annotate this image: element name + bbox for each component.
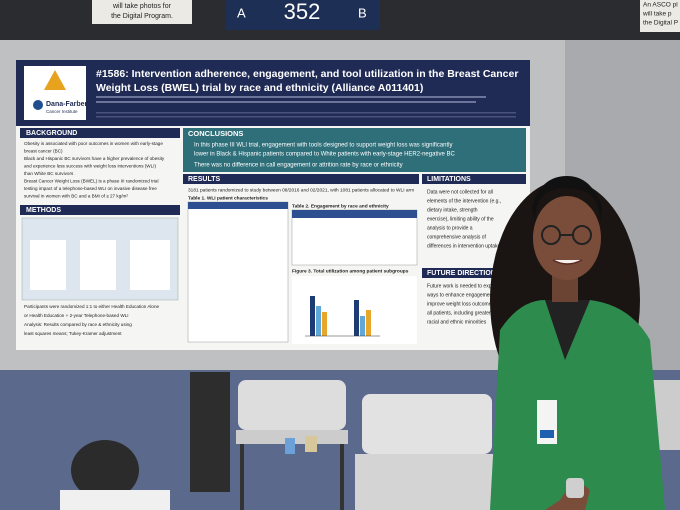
conclusions-box xyxy=(183,128,526,172)
body-text: Breast Cancer Weight Loss (BWEL) is a ph… xyxy=(24,179,158,184)
chair xyxy=(236,380,348,510)
diagram-box xyxy=(80,240,116,290)
body-text: ways to enhance engagement and xyxy=(427,292,504,298)
body-text: differences in intervention uptake xyxy=(427,243,501,249)
table-title: Table 2. Engagement by race and ethnicit… xyxy=(292,203,389,209)
section-bar xyxy=(183,174,419,184)
poster-title: Weight Loss (BWEL) trial by race and eth… xyxy=(96,82,423,94)
body-text: dietary intake, strength xyxy=(427,207,478,213)
conclusion-text: In this phase III WLI trial, engagement … xyxy=(194,143,452,149)
sign-text: will take photos for xyxy=(112,3,172,10)
body-text: analysis to provide a xyxy=(427,225,473,231)
section-heading: RESULTS xyxy=(188,176,220,183)
backpack xyxy=(71,440,139,500)
figure-title: Figure 3. Total utilization among patien… xyxy=(292,268,409,274)
authors-line xyxy=(96,96,486,98)
affiliation-line xyxy=(96,112,516,114)
bag xyxy=(60,490,170,510)
body-text: exercise), limiting ability of the xyxy=(427,216,494,222)
cup xyxy=(285,438,295,454)
body-text: comprehensive analysis of xyxy=(427,234,487,240)
logo-icon xyxy=(33,100,43,110)
background-text: Obesity is associated with poor outcomes… xyxy=(24,141,165,199)
body-text: Obesity is associated with poor outcomes… xyxy=(24,141,163,146)
chair xyxy=(355,394,495,510)
methods-text: Participants were randomized 1:1 to eith… xyxy=(24,304,160,336)
section-bar xyxy=(422,268,526,278)
body-text: Data were not collected for all xyxy=(427,189,493,195)
logo-triangle xyxy=(44,70,66,90)
affiliation-line xyxy=(96,116,516,118)
sign-note-left xyxy=(92,0,192,24)
section-bar xyxy=(20,128,180,138)
diagram-box xyxy=(30,240,66,290)
table-header xyxy=(188,202,288,209)
section-heading: CONCLUSIONS xyxy=(188,129,243,138)
section-heading: LIMITATIONS xyxy=(427,176,471,183)
section-heading: FUTURE DIRECTIONS xyxy=(427,270,501,277)
section-heading: METHODS xyxy=(26,207,61,214)
conclusion-text: There was no difference in call engageme… xyxy=(194,163,403,169)
figure-bars xyxy=(305,296,380,337)
body-text: than White BC survivors xyxy=(24,171,74,176)
table-title: Table 1. WLI patient characteristics xyxy=(188,195,268,201)
conclusion-text: lower in Black & Hispanic patients compa… xyxy=(194,152,455,158)
poster-title: #1586: Intervention adherence, engagemen… xyxy=(96,68,518,80)
table-1 xyxy=(187,201,289,343)
table-header xyxy=(292,210,417,218)
results-text: 3181 patients randomized to study betwee… xyxy=(188,187,414,193)
body-text: Future work is needed to explore xyxy=(427,283,500,289)
booth-sign xyxy=(225,0,380,30)
body-text: least squares means; Tukey-Kramer adjust… xyxy=(24,331,122,336)
sign-letter: B xyxy=(358,5,367,20)
sign-text: will take p xyxy=(642,11,672,18)
body-text: Analysis: Results compared by race & eth… xyxy=(24,322,132,327)
sign-note-right xyxy=(640,0,680,32)
section-bar xyxy=(20,205,180,215)
sign-text: the Digital P xyxy=(643,20,678,27)
sign-letter: A xyxy=(237,5,246,20)
visitor-legs xyxy=(190,372,230,492)
sign-text: the Digital Program. xyxy=(111,13,173,20)
body-text: Participants were randomized 1:1 to eith… xyxy=(24,304,160,309)
institution: Dana-Farber xyxy=(46,101,88,108)
body-text: and experience less success with weight … xyxy=(24,164,156,169)
cup xyxy=(305,436,317,452)
authors-line xyxy=(96,101,476,103)
body-text: racial and ethnic minorities xyxy=(427,319,487,325)
body-text: or Health Education + 2-year Telephone-b… xyxy=(24,313,129,318)
body-text: improve weight loss outcomes for xyxy=(427,301,502,307)
table-2 xyxy=(291,209,418,266)
institution: Cancer Institute xyxy=(46,109,78,114)
body-text: elements of the intervention (e.g., xyxy=(427,198,501,204)
section-bar xyxy=(422,174,526,184)
limitations-text: Data were not collected for all elements … xyxy=(427,189,501,249)
poster-header xyxy=(16,60,530,126)
body-text: Black and Hispanic BC survivors have a h… xyxy=(24,156,165,161)
diagram-box xyxy=(130,240,170,290)
sign-text: An ASCO pl xyxy=(643,2,678,9)
body-text: testing impact of a telephone-based WLI … xyxy=(24,186,157,191)
section-heading: BACKGROUND xyxy=(26,130,77,137)
body-text: survival in women with BC and a BMI of ≥… xyxy=(24,194,128,199)
future-text: Future work is needed to explore ways to … xyxy=(427,283,504,325)
body-text: all patients, including greater xyxy=(427,310,491,316)
booth-number: 352 xyxy=(284,0,321,24)
body-text: breast cancer (BC) xyxy=(24,149,63,154)
person xyxy=(490,176,665,510)
